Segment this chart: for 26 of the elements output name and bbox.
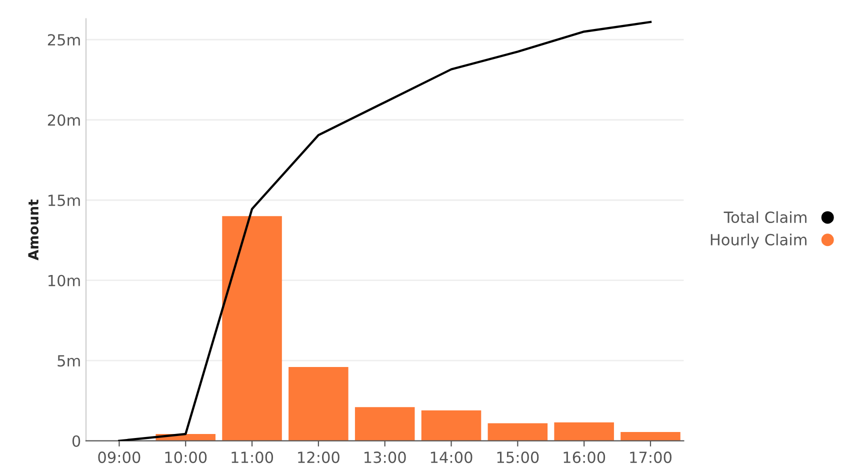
line-series (118, 20, 652, 441)
bar (421, 410, 482, 441)
x-tick-label: 09:00 (98, 452, 140, 464)
y-tick-label: 20m (48, 114, 80, 126)
y-tick-label: 5m (58, 355, 80, 367)
x-tick-label: 16:00 (564, 452, 606, 464)
bar (554, 422, 614, 441)
y-tick-label: 25m (48, 34, 80, 46)
bar (354, 407, 415, 441)
legend-label: Total Claim (724, 211, 806, 224)
x-tick-label: 11:00 (232, 452, 274, 464)
y-tick-label: 15m (48, 194, 80, 206)
x-tick-label: 17:00 (630, 452, 672, 464)
bar (620, 432, 680, 441)
y-axis-title: Amount (28, 200, 39, 260)
x-tick-label: 12:00 (298, 452, 340, 464)
x-tick-label: 15:00 (497, 452, 539, 464)
bar (488, 423, 548, 441)
y-tick-label: 0 (72, 435, 80, 447)
x-tick-label: 10:00 (165, 452, 207, 464)
bar (222, 216, 282, 441)
x-tick-label: 13:00 (364, 452, 406, 464)
x-tick-label: 14:00 (430, 452, 472, 464)
y-tick-label: 10m (48, 274, 80, 286)
legend-label: Hourly Claim (710, 234, 806, 248)
bar (288, 367, 348, 441)
